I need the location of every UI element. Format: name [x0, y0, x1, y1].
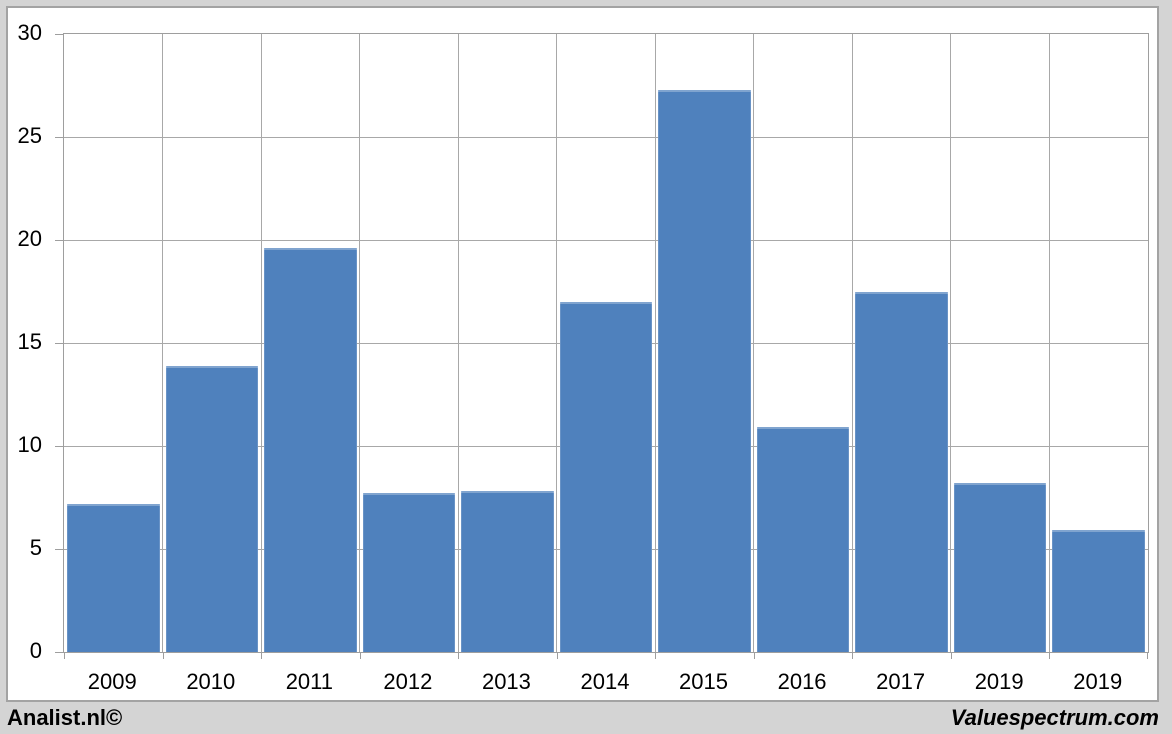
- x-axis-tick: [359, 652, 361, 659]
- y-axis-label: 15: [17, 329, 42, 354]
- y-axis-label: 30: [17, 20, 42, 45]
- bar-2016-7: [756, 427, 850, 652]
- x-axis-tick: [64, 652, 65, 659]
- x-axis-label: 2015: [679, 669, 728, 694]
- x-axis-label: 2009: [87, 669, 137, 694]
- x-axis-label: 2011: [285, 669, 333, 694]
- x-axis-tick: [852, 652, 854, 659]
- gridline-vertical: [753, 34, 755, 652]
- footer-left-brand: Analist.nl©: [7, 705, 123, 730]
- gridline-vertical: [457, 34, 459, 652]
- y-axis-label: 25: [17, 123, 42, 148]
- gridline-horizontal: [64, 239, 1148, 241]
- x-axis: 2009 2010 2011 2012 2013 2014 2015 2016 2017 2019…: [63, 669, 1147, 699]
- y-axis-tick: [55, 33, 64, 35]
- x-axis-label: 2013: [481, 669, 531, 694]
- x-axis-tick: [458, 652, 460, 659]
- y-axis-tick: [55, 445, 64, 447]
- gridline-vertical: [162, 34, 164, 652]
- y-axis-tick: [55, 548, 64, 550]
- gridline-vertical: [654, 34, 656, 652]
- bar-2012-3: [362, 493, 456, 652]
- gridline-vertical: [950, 34, 952, 652]
- bar-2019-10: [1052, 530, 1145, 652]
- y-axis-tick: [55, 136, 64, 138]
- x-axis-tick: [950, 652, 952, 659]
- y-axis-tick: [55, 239, 64, 241]
- x-axis-tick: [162, 652, 164, 659]
- bar-2015-6: [658, 89, 751, 652]
- x-axis-tick: [261, 652, 263, 659]
- x-axis-tick: [1049, 652, 1051, 659]
- y-axis-label: 5: [29, 535, 42, 560]
- x-axis-tick: [556, 652, 558, 659]
- x-axis-tick: [655, 652, 657, 659]
- x-axis-label: 2016: [777, 669, 827, 694]
- bar-2011-2: [264, 248, 357, 652]
- y-axis-tick: [55, 342, 64, 344]
- x-axis-tick: [1147, 652, 1148, 659]
- y-axis-label: 10: [17, 432, 42, 457]
- gridline-vertical: [1048, 34, 1050, 652]
- y-axis-label: 20: [17, 226, 42, 251]
- gridline-vertical: [556, 34, 558, 652]
- x-axis-label: 2019: [1073, 669, 1123, 694]
- x-axis-tick: [753, 652, 755, 659]
- bar-2019-9: [953, 483, 1047, 652]
- x-axis-label: 2017: [876, 669, 926, 694]
- x-axis-label: 2012: [383, 669, 433, 694]
- bar-2010-1: [165, 365, 259, 652]
- gridline-horizontal: [64, 136, 1148, 138]
- y-axis-label: 0: [29, 638, 42, 663]
- gridline-vertical: [851, 34, 853, 652]
- plot-area: [55, 33, 1149, 659]
- bar-2009-0: [67, 503, 160, 652]
- footer-right-brand: Valuespectrum.com: [950, 705, 1159, 730]
- gridline-vertical: [260, 34, 262, 652]
- y-axis-tick: [55, 651, 64, 653]
- y-axis: 0 5 10 15 20 25 30: [0, 22, 42, 662]
- bar-2013-4: [461, 491, 554, 652]
- x-axis-label: 2019: [974, 669, 1024, 694]
- bar-2017-8: [855, 291, 948, 652]
- gridline-vertical: [359, 34, 361, 652]
- bar-2014-5: [559, 301, 653, 652]
- x-axis-label: 2014: [580, 669, 630, 694]
- x-axis-label: 2010: [186, 669, 236, 694]
